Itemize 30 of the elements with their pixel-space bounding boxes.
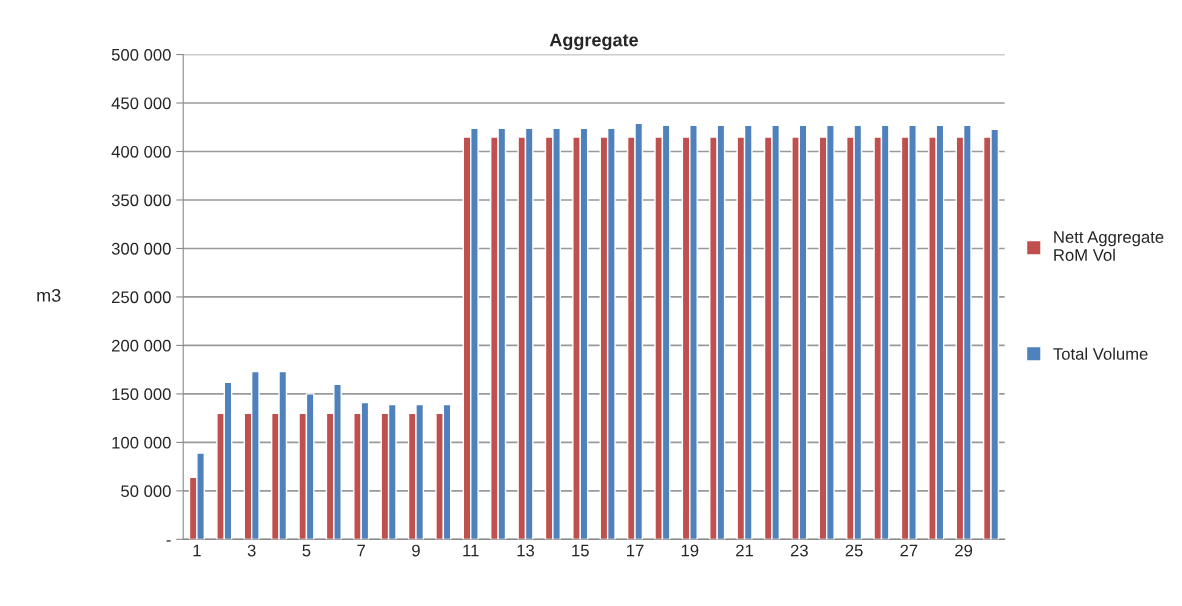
legend-label: Total Volume <box>1053 347 1148 360</box>
x-tick-label: 17 <box>627 544 644 557</box>
y-tick-label: 250 000 <box>112 291 171 304</box>
x-tick-label: 25 <box>845 544 863 557</box>
x-tick-label: 23 <box>790 544 808 557</box>
chart-title: Aggregate <box>549 33 638 51</box>
y-tick-label: 100 000 <box>112 436 171 449</box>
y-tick-label: 450 000 <box>111 97 171 110</box>
x-tick-label: 1 <box>193 544 201 557</box>
x-tick-label: 29 <box>955 544 973 557</box>
y-tick-label: - <box>166 540 171 542</box>
y-tick-label: 500 000 <box>111 48 171 61</box>
x-tick-label: 13 <box>517 544 535 557</box>
legend-label: Nett Aggregate RoM Vol <box>1054 231 1164 261</box>
x-tick-label: 7 <box>357 544 365 557</box>
y-tick-label: 50 000 <box>121 485 171 498</box>
y-tick-label: 200 000 <box>112 339 171 352</box>
x-tick-label: 21 <box>736 544 754 557</box>
x-tick-label: 11 <box>463 544 479 557</box>
x-tick-label: 3 <box>247 544 256 557</box>
x-tick-label: 19 <box>681 544 699 557</box>
x-tick-label: 5 <box>302 544 311 557</box>
y-axis-title: m3 <box>37 289 61 302</box>
y-tick-label: 150 000 <box>112 388 171 401</box>
y-tick-label: 350 000 <box>111 194 171 207</box>
x-tick-label: 15 <box>572 544 589 557</box>
x-tick-label: 27 <box>900 544 918 557</box>
y-tick-label: 400 000 <box>111 145 171 158</box>
x-tick-label: 9 <box>412 544 420 557</box>
y-tick-label: 300 000 <box>111 242 171 255</box>
